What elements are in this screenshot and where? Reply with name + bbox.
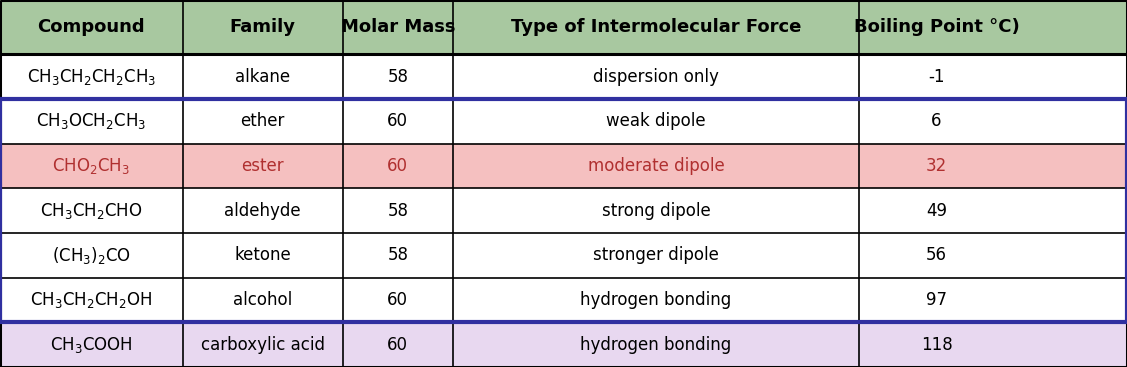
Bar: [0, 143, 1127, 188]
Text: 118: 118: [921, 336, 952, 354]
Text: $\mathregular{CH_3CH_2CH_2CH_3}$: $\mathregular{CH_3CH_2CH_2CH_3}$: [27, 67, 156, 87]
Bar: [0, 278, 1127, 322]
Text: 32: 32: [926, 157, 947, 175]
Text: 60: 60: [388, 112, 408, 130]
Text: 49: 49: [926, 201, 947, 220]
Text: dispersion only: dispersion only: [593, 68, 719, 86]
Text: ester: ester: [241, 157, 284, 175]
Text: $\mathregular{CH_3COOH}$: $\mathregular{CH_3COOH}$: [50, 335, 133, 355]
Text: 97: 97: [926, 291, 947, 309]
Text: moderate dipole: moderate dipole: [587, 157, 725, 175]
Text: $\mathregular{CH_3OCH_2CH_3}$: $\mathregular{CH_3OCH_2CH_3}$: [36, 111, 147, 131]
Text: $\mathregular{CH_3CH_2CH_2OH}$: $\mathregular{CH_3CH_2CH_2OH}$: [30, 290, 152, 310]
Text: alcohol: alcohol: [233, 291, 292, 309]
Text: Type of Intermolecular Force: Type of Intermolecular Force: [511, 18, 801, 36]
Text: alkane: alkane: [236, 68, 290, 86]
Text: Molar Mass: Molar Mass: [340, 18, 455, 36]
Text: $\mathregular{CHO_2CH_3}$: $\mathregular{CHO_2CH_3}$: [52, 156, 131, 176]
Text: carboxylic acid: carboxylic acid: [201, 336, 325, 354]
Text: ketone: ketone: [234, 246, 291, 264]
Bar: [0, 322, 1127, 367]
Text: strong dipole: strong dipole: [602, 201, 710, 220]
Bar: [0, 233, 1127, 278]
Text: aldehyde: aldehyde: [224, 201, 301, 220]
Bar: [0, 188, 1127, 233]
Text: Boiling Point °C): Boiling Point °C): [853, 18, 1020, 36]
Text: -1: -1: [929, 68, 944, 86]
Text: 60: 60: [388, 336, 408, 354]
Text: 60: 60: [388, 291, 408, 309]
Bar: [0, 99, 1127, 143]
Text: weak dipole: weak dipole: [606, 112, 706, 130]
Text: stronger dipole: stronger dipole: [593, 246, 719, 264]
Text: 58: 58: [388, 201, 408, 220]
Text: 56: 56: [926, 246, 947, 264]
Bar: [0, 99, 1127, 322]
Text: 60: 60: [388, 157, 408, 175]
Text: 6: 6: [931, 112, 942, 130]
Text: hydrogen bonding: hydrogen bonding: [580, 291, 731, 309]
Bar: [0, 0, 1127, 54]
Text: $\mathregular{CH_3CH_2CHO}$: $\mathregular{CH_3CH_2CHO}$: [39, 201, 143, 221]
Text: ether: ether: [240, 112, 285, 130]
Text: Compound: Compound: [37, 18, 145, 36]
Bar: [0, 54, 1127, 99]
Text: hydrogen bonding: hydrogen bonding: [580, 336, 731, 354]
Text: $\mathregular{(CH_3)_2CO}$: $\mathregular{(CH_3)_2CO}$: [52, 245, 131, 266]
Text: 58: 58: [388, 68, 408, 86]
Text: 58: 58: [388, 246, 408, 264]
Text: Family: Family: [230, 18, 295, 36]
